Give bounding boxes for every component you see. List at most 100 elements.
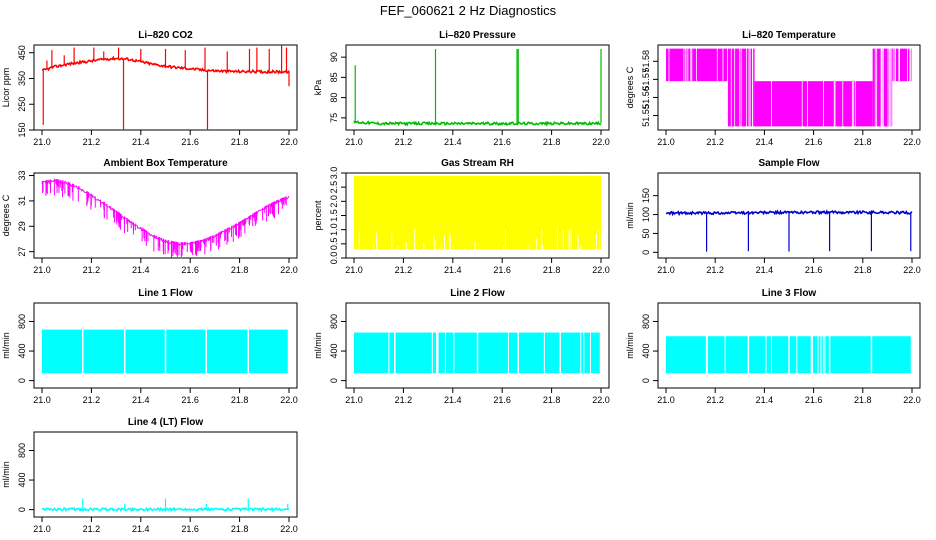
data-line — [353, 120, 602, 127]
y-tick-label: 0 — [641, 250, 651, 255]
y-tick-label: 0 — [17, 507, 27, 512]
x-tick-label: 21.8 — [543, 265, 561, 275]
x-tick-label: 21.2 — [83, 137, 101, 147]
y-tick-label: 150 — [17, 122, 27, 137]
y-tick-label: 50 — [641, 228, 651, 238]
y-tick-label: 80 — [329, 93, 339, 103]
chart-title: Li–820 CO2 — [138, 30, 193, 41]
y-axis-label: ml/min — [625, 332, 635, 359]
x-tick-label: 21.4 — [132, 265, 150, 275]
y-tick-label: 51.56 — [641, 86, 651, 109]
x-tick-label: 21.2 — [83, 395, 101, 405]
y-axis-label: percent — [313, 200, 323, 231]
plot-frame — [657, 302, 921, 389]
x-tick-label: 21.8 — [854, 395, 872, 405]
x-tick-label: 21.8 — [231, 265, 249, 275]
x-tick-label: 21.6 — [181, 137, 199, 147]
y-tick-label: 800 — [17, 314, 27, 329]
panel-1: Li–820 CO2 Licor ppm 21.0 21.2 21.4 21.6 21.8 2… — [1, 30, 298, 147]
y-axis-label: ml/min — [1, 332, 11, 359]
y-tick-label: 800 — [329, 314, 339, 329]
y-tick-label: 800 — [17, 443, 27, 458]
y-tick-label: 150 — [641, 188, 651, 203]
data-line — [41, 55, 290, 75]
x-tick-label: 21.8 — [854, 137, 872, 147]
y-axis-label: kPa — [313, 80, 323, 96]
x-tick-label: 21.6 — [181, 524, 199, 534]
x-tick-label: 21.2 — [395, 395, 413, 405]
y-tick-label: 0 — [17, 378, 27, 383]
x-tick-label: 21.6 — [805, 265, 823, 275]
plot-frame — [33, 172, 298, 259]
y-axis-label: ml/min — [313, 332, 323, 359]
y-axis-label: degrees C — [1, 194, 11, 236]
x-tick-label: 22.0 — [592, 265, 610, 275]
x-tick-label: 21.8 — [231, 137, 249, 147]
x-tick-label: 21.6 — [181, 265, 199, 275]
y-tick-label: 31 — [17, 196, 27, 206]
y-tick-label: 51.57 — [641, 68, 651, 91]
x-tick-label: 21.4 — [444, 265, 462, 275]
data-line — [41, 506, 290, 513]
x-tick-label: 21.4 — [756, 395, 774, 405]
x-tick-label: 22.0 — [280, 265, 298, 275]
chart-title: Line 1 Flow — [138, 288, 193, 299]
panel-6: Sample Flow ml/min 21.0 21.2 21.4 21.6 21.8 22.… — [625, 158, 921, 275]
plot-frame — [33, 302, 298, 389]
data-band — [892, 48, 912, 82]
x-tick-label: 21.0 — [33, 395, 51, 405]
panel-3: Li–820 Temperature degrees C 21.0 21.2 21.4 2… — [625, 30, 921, 147]
x-tick-label: 21.0 — [345, 395, 363, 405]
x-tick-label: 21.6 — [493, 395, 511, 405]
y-axis-label: ml/min — [1, 461, 11, 488]
x-tick-label: 21.4 — [444, 395, 462, 405]
x-tick-label: 21.8 — [231, 524, 249, 534]
y-tick-label: 3.0 — [329, 167, 339, 180]
y-tick-label: 400 — [329, 344, 339, 359]
y-tick-label: 27 — [17, 247, 27, 257]
y-tick-label: 90 — [329, 52, 339, 62]
x-tick-label: 22.0 — [903, 265, 921, 275]
plot-frame — [657, 172, 921, 259]
x-tick-label: 21.2 — [706, 395, 724, 405]
x-tick-label: 21.8 — [543, 137, 561, 147]
x-tick-label: 22.0 — [903, 137, 921, 147]
y-axis-label: ml/min — [625, 202, 635, 229]
x-tick-label: 21.4 — [132, 524, 150, 534]
x-tick-label: 21.0 — [345, 137, 363, 147]
chart-title: Sample Flow — [758, 158, 819, 169]
x-tick-label: 21.6 — [493, 265, 511, 275]
x-tick-label: 21.6 — [181, 395, 199, 405]
plot-frame — [345, 44, 610, 131]
x-tick-label: 21.2 — [706, 265, 724, 275]
x-tick-label: 21.6 — [493, 137, 511, 147]
y-tick-label: 0 — [329, 378, 339, 383]
panel-9: Line 3 Flow ml/min 21.0 21.2 21.4 21.6 21.8 22.… — [625, 288, 921, 405]
x-tick-label: 21.4 — [756, 137, 774, 147]
y-tick-label: 2.0 — [329, 195, 339, 208]
chart-title: Line 3 Flow — [762, 288, 817, 299]
y-tick-label: 400 — [17, 473, 27, 488]
x-tick-label: 21.4 — [756, 265, 774, 275]
panel-4: Ambient Box Temperature degrees C 21.0 21.2… — [1, 158, 298, 275]
x-tick-label: 21.8 — [543, 395, 561, 405]
x-tick-label: 22.0 — [280, 524, 298, 534]
y-tick-label: 350 — [17, 71, 27, 86]
x-tick-label: 22.0 — [592, 137, 610, 147]
y-tick-label: 1.5 — [329, 209, 339, 222]
x-tick-label: 21.4 — [444, 137, 462, 147]
x-tick-label: 22.0 — [592, 395, 610, 405]
panel-2: Li–820 Pressure kPa 21.0 21.2 21.4 21.6 21.8 22… — [313, 30, 610, 147]
plot-frame — [657, 44, 921, 131]
chart-title: Line 2 Flow — [450, 288, 505, 299]
x-tick-label: 21.2 — [83, 524, 101, 534]
x-tick-label: 21.0 — [33, 265, 51, 275]
panel-8: Line 2 Flow ml/min 21.0 21.2 21.4 21.6 21.8 22.… — [313, 288, 610, 405]
x-tick-label: 21.8 — [854, 265, 872, 275]
chart-title: Gas Stream RH — [441, 158, 514, 169]
x-tick-label: 21.2 — [706, 137, 724, 147]
y-tick-label: 51.55 — [641, 104, 651, 127]
y-axis-label: degrees C — [625, 66, 635, 108]
x-tick-label: 22.0 — [280, 137, 298, 147]
